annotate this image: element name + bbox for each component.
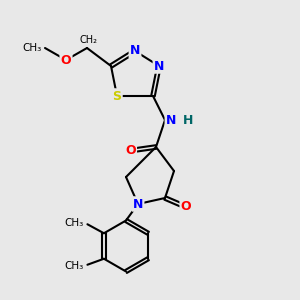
Text: CH₂: CH₂ (80, 35, 98, 45)
Text: O: O (61, 53, 71, 67)
Text: N: N (166, 113, 176, 127)
Text: N: N (133, 197, 143, 211)
Text: H: H (183, 113, 194, 127)
Text: CH₃: CH₃ (23, 43, 42, 53)
Text: O: O (181, 200, 191, 214)
Text: CH₃: CH₃ (64, 218, 84, 228)
Text: N: N (130, 44, 140, 58)
Text: O: O (125, 143, 136, 157)
Text: S: S (112, 89, 122, 103)
Text: CH₃: CH₃ (64, 261, 84, 271)
Text: N: N (154, 59, 164, 73)
